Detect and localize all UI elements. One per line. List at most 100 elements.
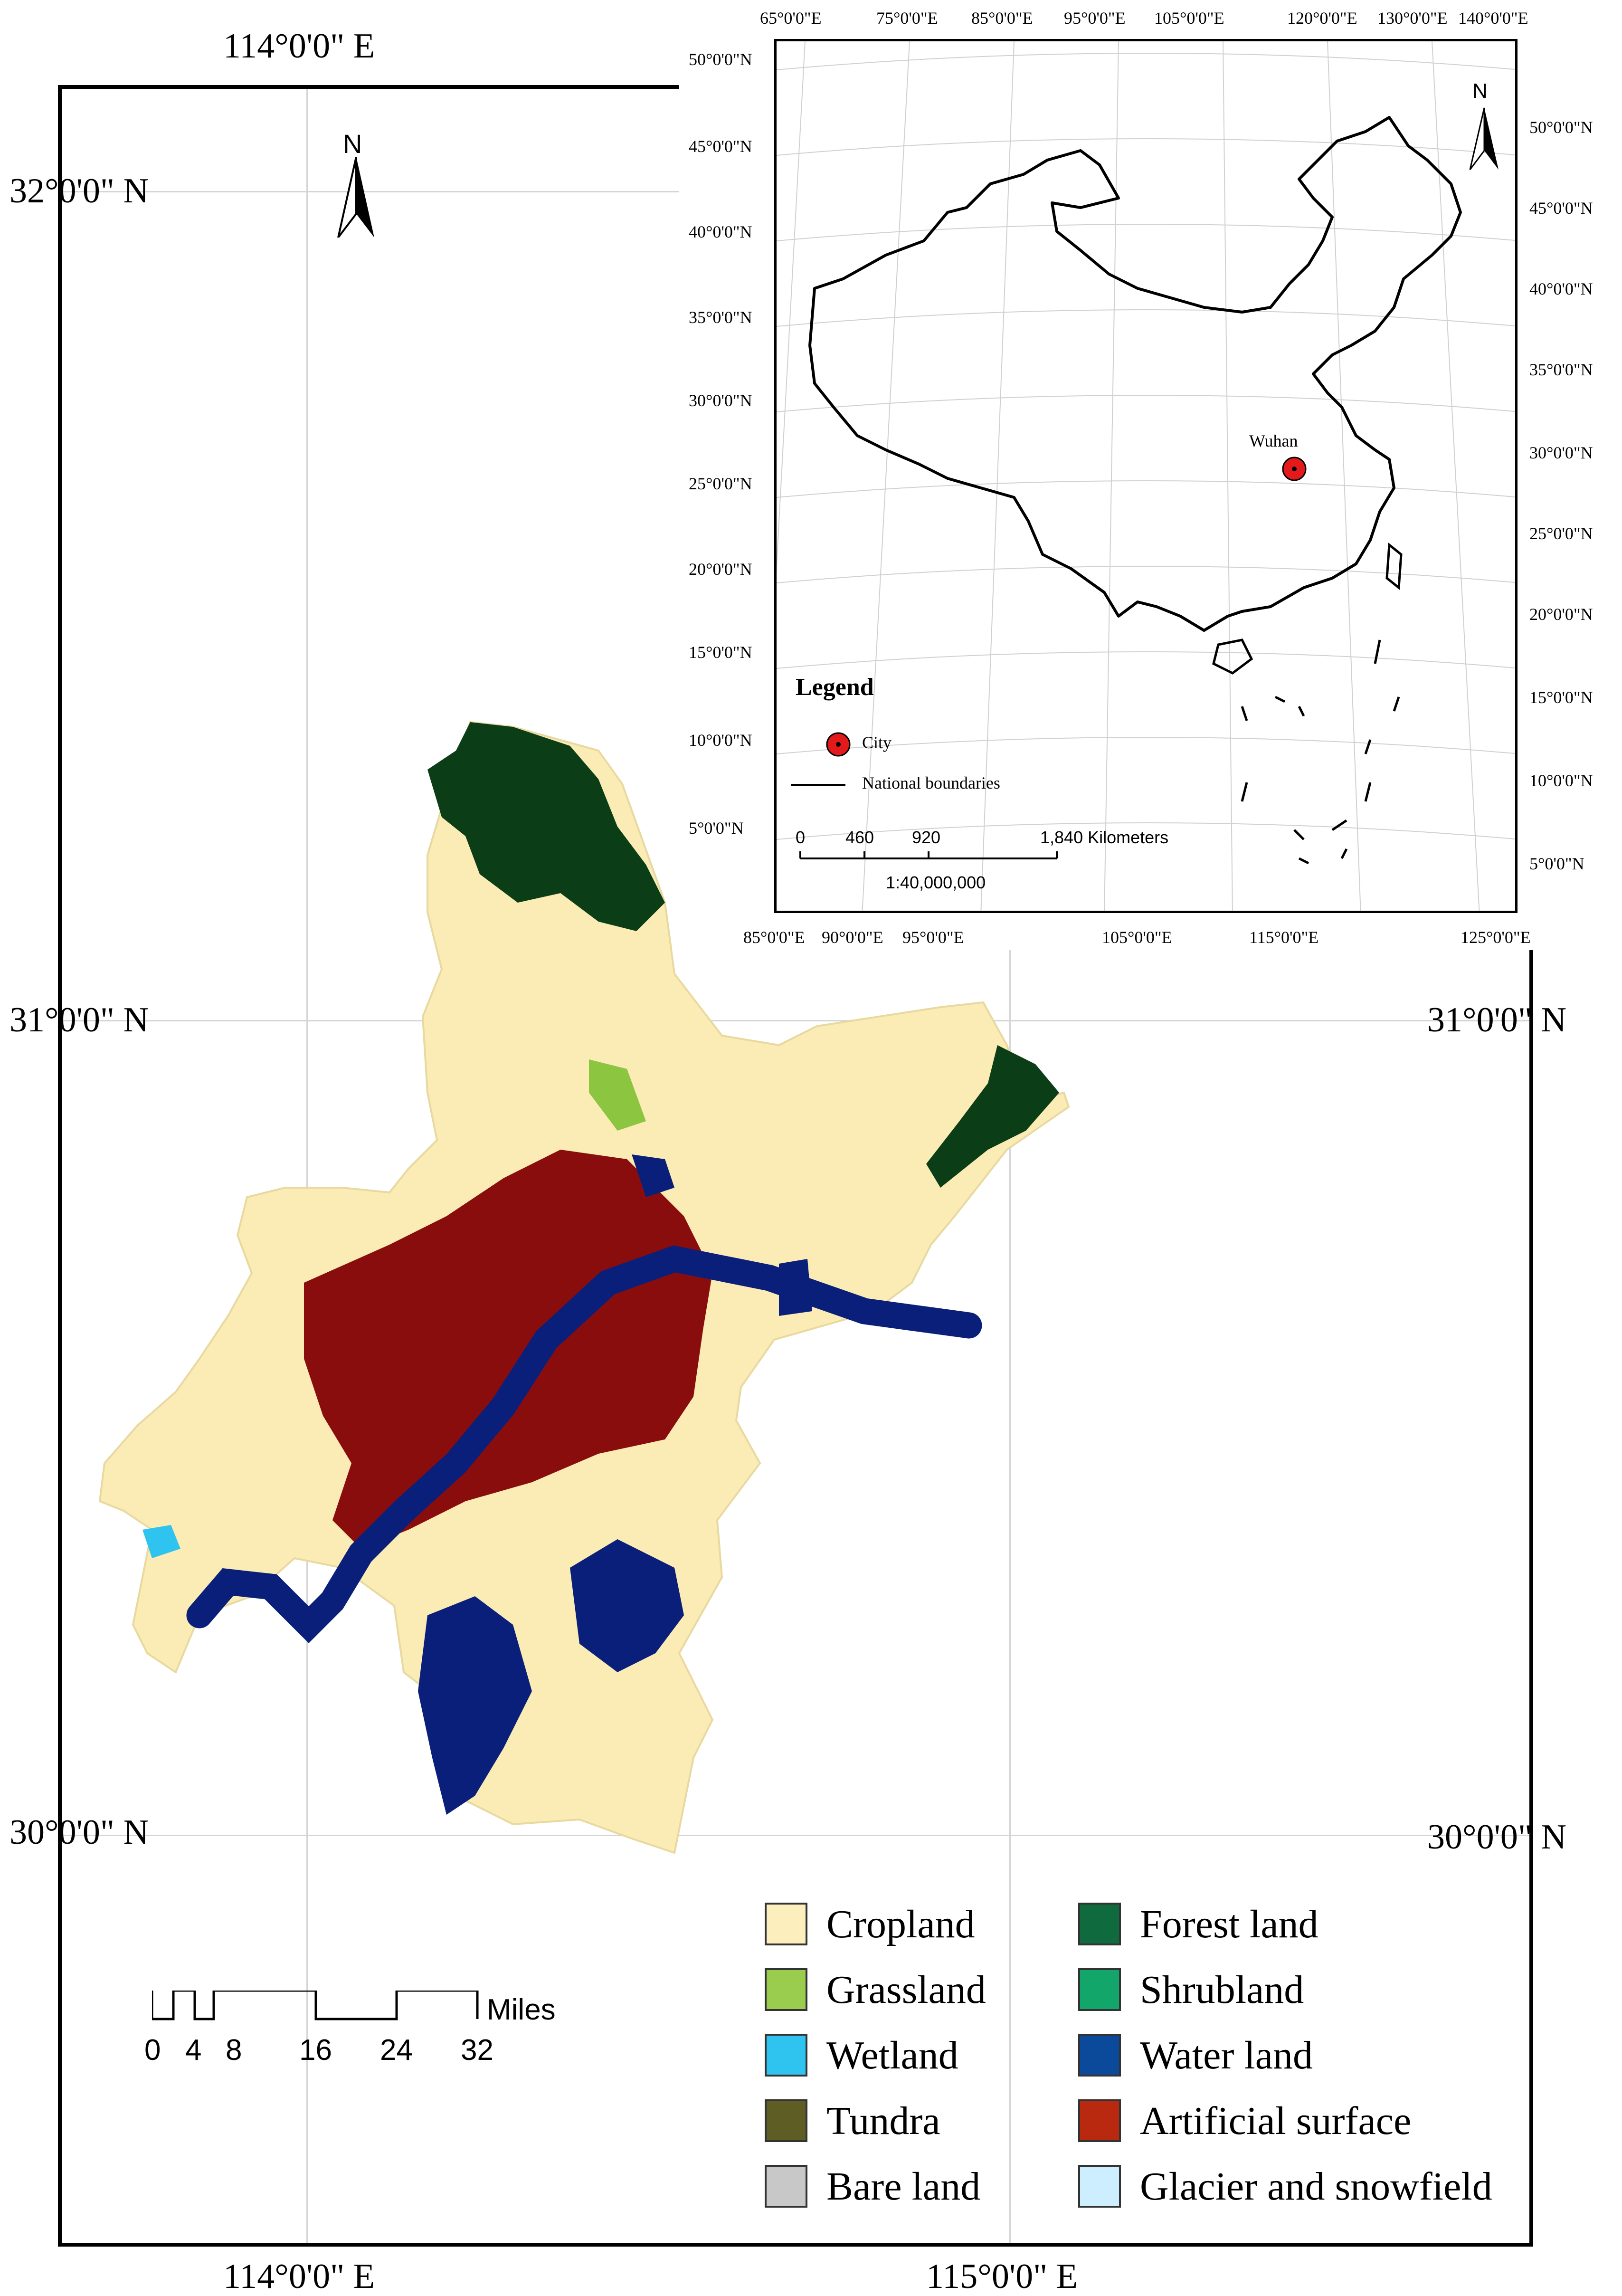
legend-item-artificial-surface: Artificial surface bbox=[1078, 2097, 1411, 2144]
legend-swatch bbox=[1078, 2165, 1121, 2208]
legend-label: Wetland bbox=[826, 2033, 958, 2077]
china-outline bbox=[808, 116, 1462, 632]
inset-bottom-tick: 95°0'0"E bbox=[902, 928, 964, 947]
grid-line-31n bbox=[62, 1020, 1529, 1021]
land-cover-legend: Cropland Forest land Grassland Shrubland Wet… bbox=[765, 1900, 1515, 2242]
legend-label: Glacier and snowfield bbox=[1140, 2164, 1492, 2209]
inset-left-tick: 35°0'0"N bbox=[689, 308, 752, 327]
inset-scale-tick-1840: 1,840 Kilometers bbox=[1040, 828, 1169, 847]
scale-unit-label: Miles bbox=[487, 1993, 556, 2026]
scale-tick-16: 16 bbox=[299, 2034, 332, 2067]
inset-map: Wuhan Legend City National boundaries 0 … bbox=[679, 0, 1593, 950]
legend-item-grassland: Grassland bbox=[765, 1966, 986, 2013]
north-arrow-icon bbox=[337, 157, 374, 238]
legend-item-glacier-and-snowfield: Glacier and snowfield bbox=[1078, 2163, 1492, 2210]
inset-right-tick: 50°0'0"N bbox=[1529, 118, 1593, 137]
grid-line-30n bbox=[62, 1835, 1529, 1836]
legend-item-cropland: Cropland bbox=[765, 1900, 975, 1948]
inset-scale-tick-460: 460 bbox=[845, 828, 874, 847]
scale-tick-32: 32 bbox=[461, 2034, 493, 2067]
inset-right-tick: 25°0'0"N bbox=[1529, 524, 1593, 543]
inset-left-tick: 25°0'0"N bbox=[689, 474, 752, 493]
legend-label: Artificial surface bbox=[1140, 2098, 1412, 2143]
wetland-patch bbox=[142, 1525, 180, 1558]
inset-top-tick: 140°0'0"E bbox=[1458, 9, 1528, 28]
inset-right-tick: 45°0'0"N bbox=[1529, 199, 1593, 218]
legend-swatch bbox=[1078, 2099, 1121, 2142]
grid-line-115e bbox=[1009, 89, 1011, 2243]
water-lake-south bbox=[418, 1596, 532, 1815]
top-coord-114e: 114°0'0" E bbox=[223, 27, 375, 66]
legend-city-label: City bbox=[862, 733, 892, 752]
inset-top-tick: 85°0'0"E bbox=[971, 9, 1033, 28]
legend-swatch bbox=[1078, 1903, 1121, 1945]
legend-item-forest-land: Forest land bbox=[1078, 1900, 1318, 1948]
legend-label: Forest land bbox=[1140, 1902, 1318, 1946]
inset-top-tick: 120°0'0"E bbox=[1287, 9, 1357, 28]
inset-scale-tick-920: 920 bbox=[912, 828, 941, 847]
left-coord-31n: 31°0'0" N bbox=[9, 1000, 149, 1039]
inset-right-tick: 35°0'0"N bbox=[1529, 360, 1593, 379]
inset-scale-bar bbox=[799, 851, 1058, 859]
inset-graticule-and-outline bbox=[777, 41, 1515, 911]
right-coord-30n: 30°0'0" N bbox=[1427, 1818, 1567, 1857]
inset-left-tick: 15°0'0"N bbox=[689, 643, 752, 662]
inset-north-label: N bbox=[1472, 79, 1488, 103]
inset-bottom-tick: 85°0'0"E bbox=[743, 928, 805, 947]
legend-item-wetland: Wetland bbox=[765, 2031, 958, 2079]
grassland-patch bbox=[589, 1059, 646, 1131]
water-lake-north bbox=[632, 1154, 674, 1197]
forest-area-north bbox=[427, 722, 665, 931]
inset-top-tick: 95°0'0"E bbox=[1064, 9, 1126, 28]
legend-boundaries-label: National boundaries bbox=[862, 773, 1000, 792]
inset-right-tick: 20°0'0"N bbox=[1529, 605, 1593, 624]
inset-top-tick: 130°0'0"E bbox=[1377, 9, 1448, 28]
inset-left-tick: 40°0'0"N bbox=[689, 222, 752, 241]
legend-label: Grassland bbox=[826, 1967, 986, 2012]
scale-tick-4: 4 bbox=[185, 2034, 202, 2067]
inset-legend-title: Legend bbox=[796, 674, 874, 701]
inset-right-tick: 10°0'0"N bbox=[1529, 771, 1593, 790]
inset-right-tick: 30°0'0"N bbox=[1529, 443, 1593, 462]
scale-tick-0: 0 bbox=[144, 2034, 161, 2067]
inset-north-arrow-icon bbox=[1469, 107, 1499, 170]
inset-left-tick: 20°0'0"N bbox=[689, 560, 752, 579]
water-lake-east bbox=[779, 1259, 812, 1316]
inset-bottom-tick: 125°0'0"E bbox=[1461, 928, 1531, 947]
inset-right-tick: 5°0'0"N bbox=[1529, 854, 1584, 873]
water-yangtze-river bbox=[186, 1245, 982, 1643]
inset-left-tick: 10°0'0"N bbox=[689, 731, 752, 750]
bottom-coord-115e: 115°0'0" E bbox=[926, 2257, 1078, 2296]
scale-tick-8: 8 bbox=[226, 2034, 242, 2067]
legend-label: Bare land bbox=[826, 2164, 981, 2209]
bottom-coord-114e: 114°0'0" E bbox=[223, 2257, 375, 2296]
legend-item-water-land: Water land bbox=[1078, 2031, 1313, 2079]
inset-bottom-tick: 90°0'0"E bbox=[822, 928, 883, 947]
inset-top-tick: 65°0'0"E bbox=[760, 9, 822, 28]
inset-right-tick: 15°0'0"N bbox=[1529, 688, 1593, 707]
inset-left-tick: 30°0'0"N bbox=[689, 391, 752, 410]
legend-item-bare-land: Bare land bbox=[765, 2163, 980, 2210]
legend-swatch bbox=[765, 2034, 807, 2077]
left-coord-32n: 32°0'0" N bbox=[9, 171, 149, 210]
inset-map-frame: Wuhan Legend City National boundaries 0 … bbox=[774, 39, 1518, 913]
grid-line-114e bbox=[306, 89, 308, 2243]
taiwan-outline bbox=[1385, 543, 1403, 590]
inset-top-tick: 105°0'0"E bbox=[1154, 9, 1224, 28]
inset-bottom-tick: 115°0'0"E bbox=[1249, 928, 1319, 947]
inset-left-tick: 5°0'0"N bbox=[689, 819, 744, 838]
inset-left-tick: 45°0'0"N bbox=[689, 137, 752, 156]
north-arrow-main: N bbox=[332, 128, 380, 238]
legend-swatch bbox=[1078, 2034, 1121, 2077]
legend-label: Shrubland bbox=[1140, 1967, 1304, 2012]
inset-top-tick: 75°0'0"E bbox=[876, 9, 938, 28]
legend-label: Water land bbox=[1140, 2033, 1313, 2077]
legend-swatch bbox=[765, 2099, 807, 2142]
wuhan-label: Wuhan bbox=[1249, 431, 1298, 450]
inset-bottom-tick: 105°0'0"E bbox=[1102, 928, 1172, 947]
inset-right-tick: 40°0'0"N bbox=[1529, 279, 1593, 298]
legend-swatch bbox=[1078, 1968, 1121, 2011]
forest-area-east bbox=[926, 1045, 1059, 1188]
north-label-main: N bbox=[343, 129, 362, 159]
